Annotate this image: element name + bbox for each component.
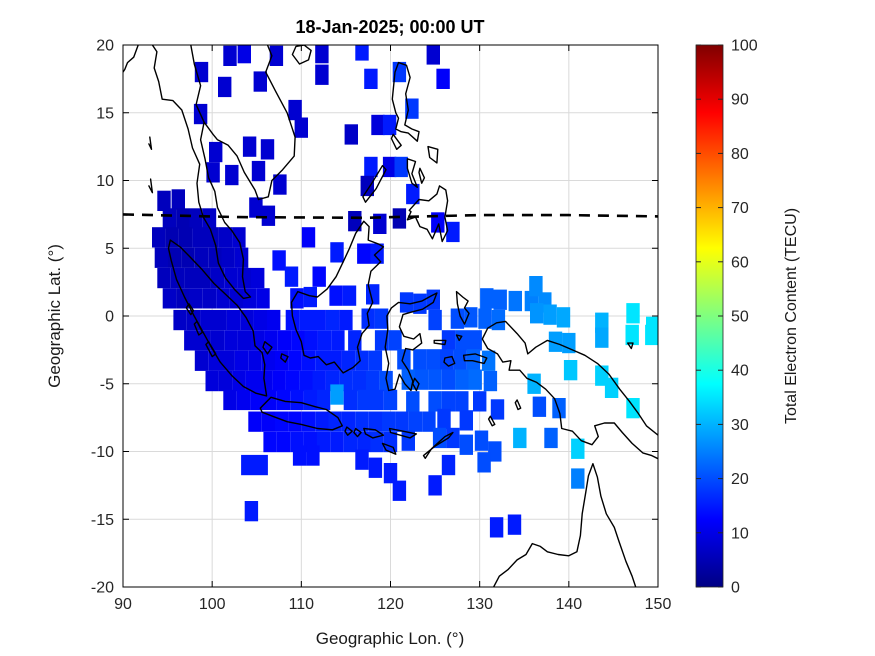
y-tick-labels: -20 -15 -10 -5 0 5 10 15 20 [91, 38, 114, 597]
colorbar: 0 10 20 30 40 50 60 70 80 90 100 [695, 38, 758, 597]
y-tick-label: 15 [96, 105, 114, 122]
colorbar-tick-label: 20 [731, 471, 749, 488]
colorbar-tick-label: 80 [731, 146, 749, 163]
colorbar-label: Total Electron Content (TECU) [783, 208, 800, 424]
axis-ticks [122, 44, 659, 588]
y-tick-label: 5 [105, 241, 114, 258]
y-tick-label: -20 [91, 580, 114, 597]
y-tick-label: 0 [105, 309, 114, 326]
plot-title: 18-Jan-2025; 00:00 UT [295, 17, 484, 37]
colorbar-tick-label: 40 [731, 363, 749, 380]
y-axis-label: Geographic Lat. (°) [45, 244, 64, 388]
y-tick-label: 20 [96, 38, 114, 55]
colorbar-tick-label: 70 [731, 200, 749, 217]
y-tick-label: -10 [91, 444, 114, 461]
x-tick-label: 100 [199, 596, 226, 613]
y-tick-label: -15 [91, 512, 114, 529]
x-tick-label: 120 [377, 596, 404, 613]
tec-cells [152, 45, 658, 538]
colorbar-tick-label: 100 [731, 38, 758, 55]
x-tick-label: 130 [466, 596, 493, 613]
coastlines [123, 45, 658, 587]
colorbar-tick-label: 10 [731, 525, 749, 542]
x-tick-label: 150 [645, 596, 672, 613]
x-tick-label: 140 [555, 596, 582, 613]
x-tick-label: 110 [289, 596, 315, 613]
x-axis-label: Geographic Lon. (°) [316, 629, 465, 648]
colorbar-tick-label: 50 [731, 309, 749, 326]
generated-plot-content: 90 100 110 120 130 140 150-20-15-10-5051015200… [91, 38, 758, 614]
colorbar-tick-label: 90 [731, 92, 749, 109]
y-tick-label: 10 [96, 173, 114, 190]
magnetic-equator-line [122, 213, 659, 220]
y-tick-label: -5 [100, 376, 114, 393]
colorbar-tick-label: 30 [731, 417, 749, 434]
x-tick-labels: 90 100 110 120 130 140 150 [114, 596, 671, 613]
colorbar-tick-label: 60 [731, 254, 749, 271]
x-tick-label: 90 [114, 596, 132, 613]
colorbar-tick-label: 0 [731, 580, 740, 597]
